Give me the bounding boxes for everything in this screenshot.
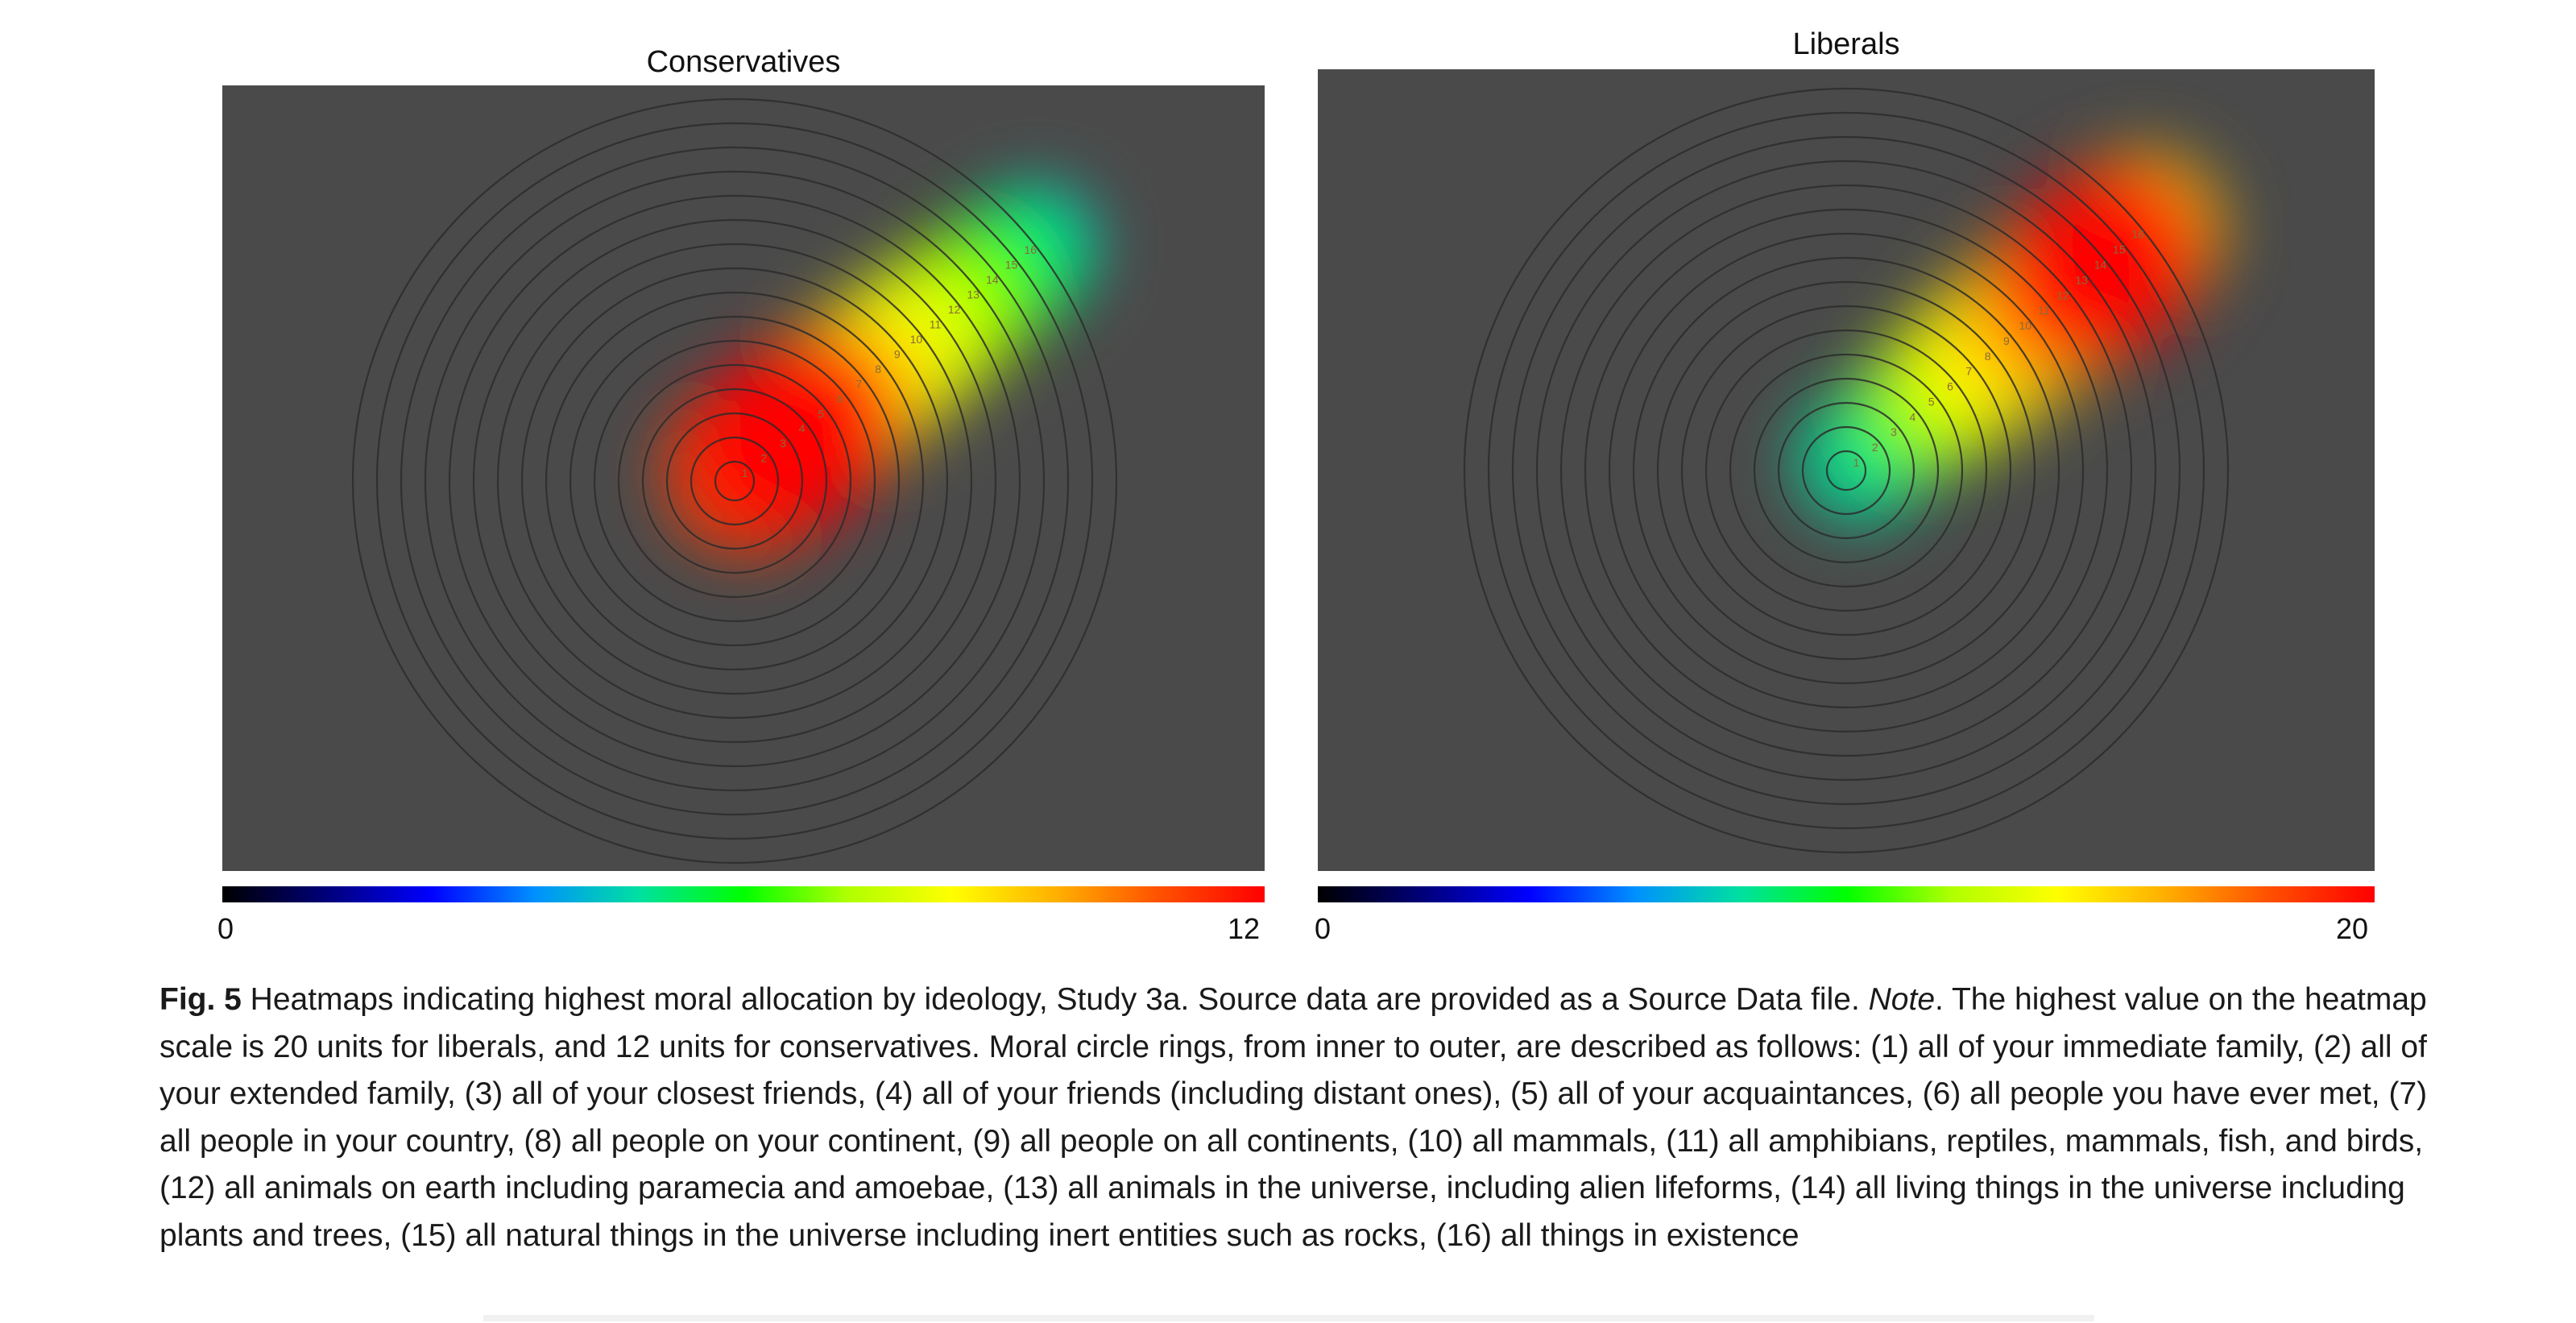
liberals-title: Liberals [1792,27,1900,61]
ring-label-10: 10 [2019,319,2031,332]
page-footer-divider [483,1315,2094,1321]
ring-label-7: 7 [1965,365,1972,378]
moral-ring-6 [593,339,876,623]
ring-label-15: 15 [1005,259,1018,272]
ring-label-2: 2 [760,452,767,465]
ring-label-14: 14 [2094,258,2107,271]
moral-ring-2 [690,436,780,526]
ring-label-7: 7 [856,377,863,390]
liberals-colorbar [1318,886,2375,902]
moral-ring-13 [424,170,1046,792]
ring-label-9: 9 [2003,334,2010,347]
conservatives-colorbar-max: 12 [1228,912,1261,945]
moral-ring-15 [1487,111,2205,830]
ring-label-15: 15 [2113,243,2126,256]
moral-ring-12 [1559,184,2133,757]
ring-label-5: 5 [1928,395,1935,408]
ring-label-13: 13 [2075,273,2088,286]
moral-ring-16 [351,97,1118,865]
moral-ring-14 [400,146,1070,816]
ring-label-6: 6 [837,392,843,405]
ring-label-8: 8 [875,363,881,375]
moral-ring-9 [1632,256,2060,685]
caption-text-part1: Heatmaps indicating highest moral alloca… [241,982,1869,1017]
conservatives-colorbar [222,886,1265,902]
moral-ring-7 [1680,305,2012,637]
ring-label-16: 16 [1024,243,1037,256]
ring-label-4: 4 [1909,410,1915,423]
ring-label-2: 2 [1872,441,1878,454]
caption-text-part2: . The highest value on the heatmap scale… [159,982,2428,1253]
ring-label-8: 8 [1985,350,1991,363]
liberals-colorbar-min: 0 [1315,912,1331,945]
moral-ring-3 [665,412,804,550]
ring-label-10: 10 [910,333,923,346]
moral-ring-2 [1801,425,1891,516]
ring-label-5: 5 [818,407,824,420]
moral-ring-3 [1777,401,1915,540]
moral-ring-1 [714,460,756,502]
conservatives-title: Conservatives [646,45,841,79]
moral-ring-4 [641,388,828,574]
ring-label-13: 13 [967,288,980,301]
moral-ring-5 [617,363,852,599]
moral-ring-5 [1729,353,1964,588]
moral-ring-16 [1463,87,2230,854]
moral-ring-10 [1608,232,2085,709]
ring-label-11: 11 [930,317,942,330]
figure-label: Fig. 5 [159,982,242,1017]
moral-ring-8 [1656,280,2036,661]
caption-note-label: Note [1868,982,1936,1017]
ring-label-3: 3 [780,437,786,450]
moral-ring-4 [1753,377,1940,564]
moral-ring-8 [545,291,925,671]
moral-ring-12 [448,194,1021,768]
ring-label-1: 1 [742,467,748,479]
moral-ring-15 [375,122,1094,840]
ring-label-12: 12 [2056,288,2069,301]
moral-ring-9 [520,267,949,695]
ring-label-11: 11 [2038,304,2050,317]
ring-label-1: 1 [1853,456,1860,469]
ring-label-16: 16 [2131,228,2144,241]
moral-ring-11 [472,218,997,744]
ring-label-3: 3 [1891,425,1897,438]
figure-caption: Fig. 5 Heatmaps indicating highest moral… [159,977,2463,1259]
moral-ring-14 [1511,135,2181,806]
moral-ring-10 [496,243,973,720]
conservatives-colorbar-min: 0 [217,912,234,945]
ring-label-9: 9 [894,347,901,360]
ring-label-12: 12 [948,303,961,316]
moral-ring-13 [1535,160,2157,782]
ring-label-14: 14 [986,273,999,286]
moral-ring-11 [1584,208,2109,733]
moral-ring-1 [1825,450,1867,491]
ring-label-6: 6 [1947,380,1953,393]
liberals-colorbar-max: 20 [2336,912,2369,945]
moral-ring-6 [1704,329,1988,612]
moral-ring-7 [569,315,901,647]
ring-label-4: 4 [799,422,806,435]
